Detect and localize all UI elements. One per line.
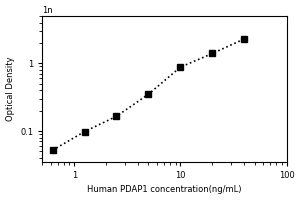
Y-axis label: Optical Density: Optical Density (6, 57, 15, 121)
Text: 1n: 1n (42, 6, 53, 15)
X-axis label: Human PDAP1 concentration(ng/mL): Human PDAP1 concentration(ng/mL) (87, 185, 242, 194)
